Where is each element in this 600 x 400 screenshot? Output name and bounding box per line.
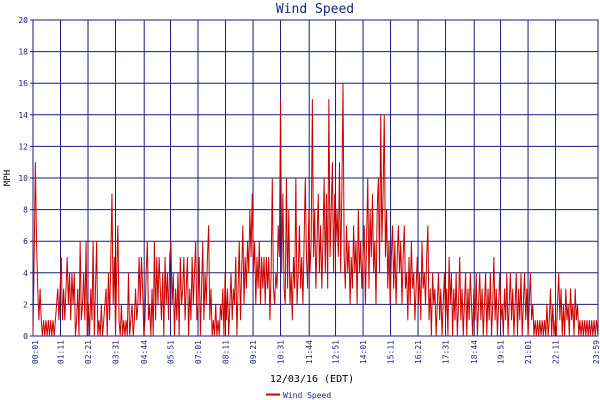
y-axis: 0 2 4 6 8 10 12 14 16 18 20 <box>18 16 33 341</box>
x-tick-label: 08:11 <box>222 340 231 364</box>
x-axis-label: 12/03/16 (EDT) <box>270 374 354 385</box>
x-axis: 00:01 01:11 02:21 03:31 04:44 05:51 07:01 08:11… <box>31 340 600 364</box>
x-tick-label: 16:21 <box>414 340 423 364</box>
y-tick-label: 14 <box>18 111 28 120</box>
x-tick-label: 00:01 <box>31 340 40 364</box>
x-tick-label: 21:01 <box>524 340 533 364</box>
x-tick-label: 11:44 <box>305 340 314 364</box>
y-tick-label: 6 <box>23 237 28 246</box>
series-line-wind-speed <box>32 83 599 337</box>
y-tick-label: 16 <box>18 79 28 88</box>
x-tick-label: 15:11 <box>387 340 396 364</box>
x-tick-label: 07:01 <box>194 340 203 364</box>
x-tick-label: 10:31 <box>277 340 286 364</box>
y-axis-label: MPH <box>3 170 13 186</box>
y-tick-label: 8 <box>23 206 28 215</box>
x-tick-label: 19:51 <box>497 340 506 364</box>
x-tick-label: 04:44 <box>140 340 149 364</box>
x-tick-label: 17:31 <box>442 340 451 364</box>
x-tick-label: 09:21 <box>249 340 258 364</box>
x-tick-label: 05:51 <box>167 340 176 364</box>
y-tick-label: 4 <box>23 269 28 278</box>
plot-area <box>32 19 599 337</box>
chart-title: Wind Speed <box>276 2 354 17</box>
legend-label: Wind Speed <box>283 391 331 400</box>
x-tick-label: 02:21 <box>84 340 93 364</box>
x-tick-label: 01:11 <box>57 340 66 364</box>
y-tick-label: 0 <box>23 332 28 341</box>
series-wind-speed <box>32 83 599 337</box>
legend: Wind Speed <box>266 391 331 400</box>
x-tick-label: 18:44 <box>470 340 479 364</box>
y-tick-label: 20 <box>18 16 28 25</box>
y-tick-label: 12 <box>18 142 28 151</box>
x-tick-label: 12:51 <box>332 340 341 364</box>
x-tick-label: 03:31 <box>112 340 121 364</box>
y-tick-label: 10 <box>18 174 28 183</box>
x-tick-label: 14:01 <box>359 340 368 364</box>
x-tick-label: 22:11 <box>552 340 561 364</box>
y-tick-label: 2 <box>23 300 28 309</box>
grid <box>32 19 599 337</box>
x-tick-label: 23:59 <box>592 340 600 364</box>
y-tick-label: 18 <box>18 48 28 57</box>
